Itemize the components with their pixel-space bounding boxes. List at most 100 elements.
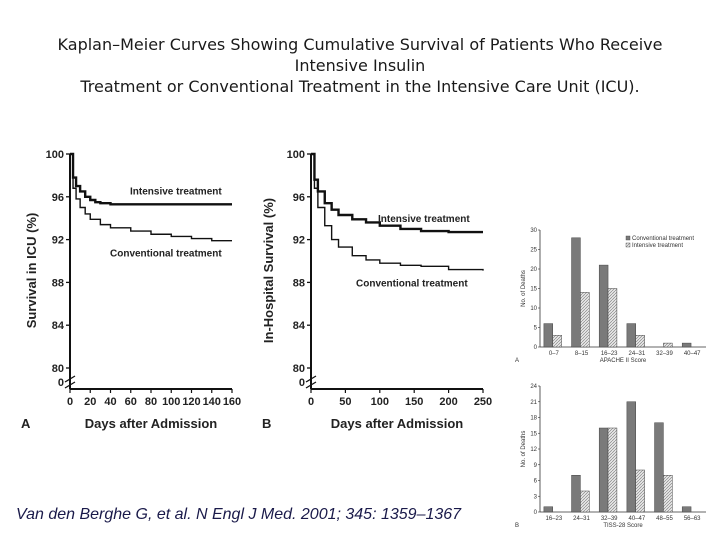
title-line-1: Kaplan–Meier Curves Showing Cumulative S… — [57, 35, 663, 54]
x-axis-label: APACHE II Score — [600, 358, 647, 364]
y-tick-label: 12 — [530, 447, 537, 453]
y-axis-label: No. of Deaths — [521, 431, 527, 468]
bar-intensive — [607, 288, 618, 348]
x-tick-label: 150 — [405, 396, 423, 408]
y-tick-label: 25 — [530, 248, 537, 254]
y-tick-label: 15 — [530, 287, 537, 293]
bar-conventional — [681, 506, 692, 513]
bar-intensive — [635, 469, 645, 513]
bar-conventional — [598, 427, 609, 513]
bar-chart-tiss: 0 3 6 9 12 15 18 21 24 16–23 24–31 32–39 40–47 48–55 5… — [515, 384, 706, 529]
title-line-3: Treatment or Conventional Treatment in t… — [80, 77, 640, 96]
y-tick-label: 84 — [293, 320, 306, 332]
bar-intensive — [663, 342, 673, 348]
x-tick-label: 100 — [371, 396, 389, 408]
panel-label: B — [515, 523, 519, 529]
panel-label: A — [515, 358, 519, 364]
y-tick-label: 30 — [530, 228, 537, 234]
y-axis-label: No. of Deaths — [521, 270, 527, 307]
legend-swatch — [625, 235, 631, 241]
y-tick-label: 92 — [52, 235, 64, 247]
y-tick-label: 100 — [46, 149, 64, 161]
x-tick-label: 200 — [439, 396, 457, 408]
x-tick-label: 20 — [84, 396, 96, 408]
axis-break-mark — [305, 375, 317, 389]
x-tick-label: 60 — [125, 396, 137, 408]
bar-intensive — [663, 475, 673, 513]
x-tick-label: 250 — [474, 396, 492, 408]
slide-title: Kaplan–Meier Curves Showing Cumulative S… — [0, 34, 720, 97]
y-tick-label: 9 — [534, 463, 538, 469]
x-tick-label: 8–15 — [575, 351, 589, 357]
panel-label: A — [21, 416, 31, 431]
km-curve-conventional — [311, 153, 484, 271]
bar-conventional — [654, 422, 664, 513]
y-tick-label: 3 — [534, 494, 538, 500]
series-label: Intensive treatment — [378, 214, 470, 225]
legend-label: Intensive treatment — [632, 243, 683, 249]
x-tick-label: 0 — [308, 396, 314, 408]
title-line-2: Intensive Insulin — [294, 56, 426, 75]
y-tick-label: 84 — [52, 320, 65, 332]
x-tick-label: 0–7 — [549, 351, 560, 357]
bar-conventional — [626, 323, 636, 348]
km-chart-b: 100 96 92 88 84 80 00 50 100 150 200 250 Days after … — [261, 149, 492, 431]
bar-intensive — [552, 335, 562, 348]
x-tick-label: 32–39 — [656, 351, 673, 357]
x-axis-label: Days after Admission — [85, 416, 218, 431]
x-tick-label: 140 — [203, 396, 221, 408]
y-tick-label: 20 — [530, 267, 537, 273]
legend-swatch — [625, 242, 631, 248]
x-tick-label: 40–47 — [684, 351, 701, 357]
x-tick-label: 56–63 — [684, 516, 701, 522]
x-tick-label: 32–39 — [601, 516, 618, 522]
bar-conventional — [598, 264, 609, 348]
y-tick-label: 96 — [52, 192, 64, 204]
x-tick-label: 48–55 — [656, 516, 673, 522]
panel-label: B — [262, 416, 271, 431]
legend-label: Conventional treatment — [632, 236, 694, 242]
x-tick-label: 100 — [162, 396, 180, 408]
citation-caption: Van den Berghe G, et al. N Engl J Med. 2… — [16, 506, 462, 523]
km-curve-intensive — [70, 152, 232, 206]
bar-conventional — [571, 475, 581, 513]
y-break-label: 0 — [58, 377, 64, 389]
y-tick-label: 0 — [534, 345, 538, 351]
y-tick-label: 18 — [530, 416, 537, 422]
x-axis-label: TISS-28 Score — [603, 523, 643, 529]
x-tick-label: 16–23 — [601, 351, 618, 357]
y-tick-label: 92 — [293, 235, 305, 247]
x-tick-label: 120 — [182, 396, 200, 408]
bar-intensive — [607, 427, 618, 513]
y-break-label: 0 — [299, 377, 305, 389]
y-tick-label: 80 — [52, 363, 64, 375]
series-label: Conventional treatment — [356, 279, 468, 290]
y-tick-label: 6 — [534, 479, 538, 485]
bar-chart-apache: 0 5 10 15 20 25 30 0–7 8–15 16–23 24–31 32–39 40–47 A… — [515, 228, 706, 364]
y-tick-label: 88 — [52, 277, 64, 289]
y-tick-label: 10 — [530, 306, 537, 312]
x-axis-label: Days after Admission — [331, 416, 464, 431]
y-tick-label: 24 — [530, 384, 537, 390]
bar-conventional — [543, 506, 553, 513]
y-tick-label: 100 — [287, 149, 305, 161]
bar-conventional — [571, 237, 581, 348]
y-tick-label: 88 — [293, 277, 305, 289]
bar-intensive — [580, 490, 590, 513]
x-tick-label: 40–47 — [628, 516, 645, 522]
bar-conventional — [543, 323, 553, 348]
x-tick-label: 16–23 — [545, 516, 562, 522]
x-tick-label: 0 — [67, 396, 73, 408]
series-label: Conventional treatment — [110, 249, 222, 260]
axis-break-mark — [64, 375, 76, 389]
km-curve-conventional — [70, 153, 232, 242]
bar-intensive — [580, 292, 590, 348]
x-tick-label: 50 — [339, 396, 351, 408]
y-axis-label: Survival in ICU (%) — [24, 213, 39, 329]
bar-conventional — [681, 342, 692, 348]
y-tick-label: 80 — [293, 363, 305, 375]
y-tick-label: 21 — [530, 400, 537, 406]
x-tick-label: 80 — [145, 396, 157, 408]
y-tick-label: 5 — [534, 326, 538, 332]
